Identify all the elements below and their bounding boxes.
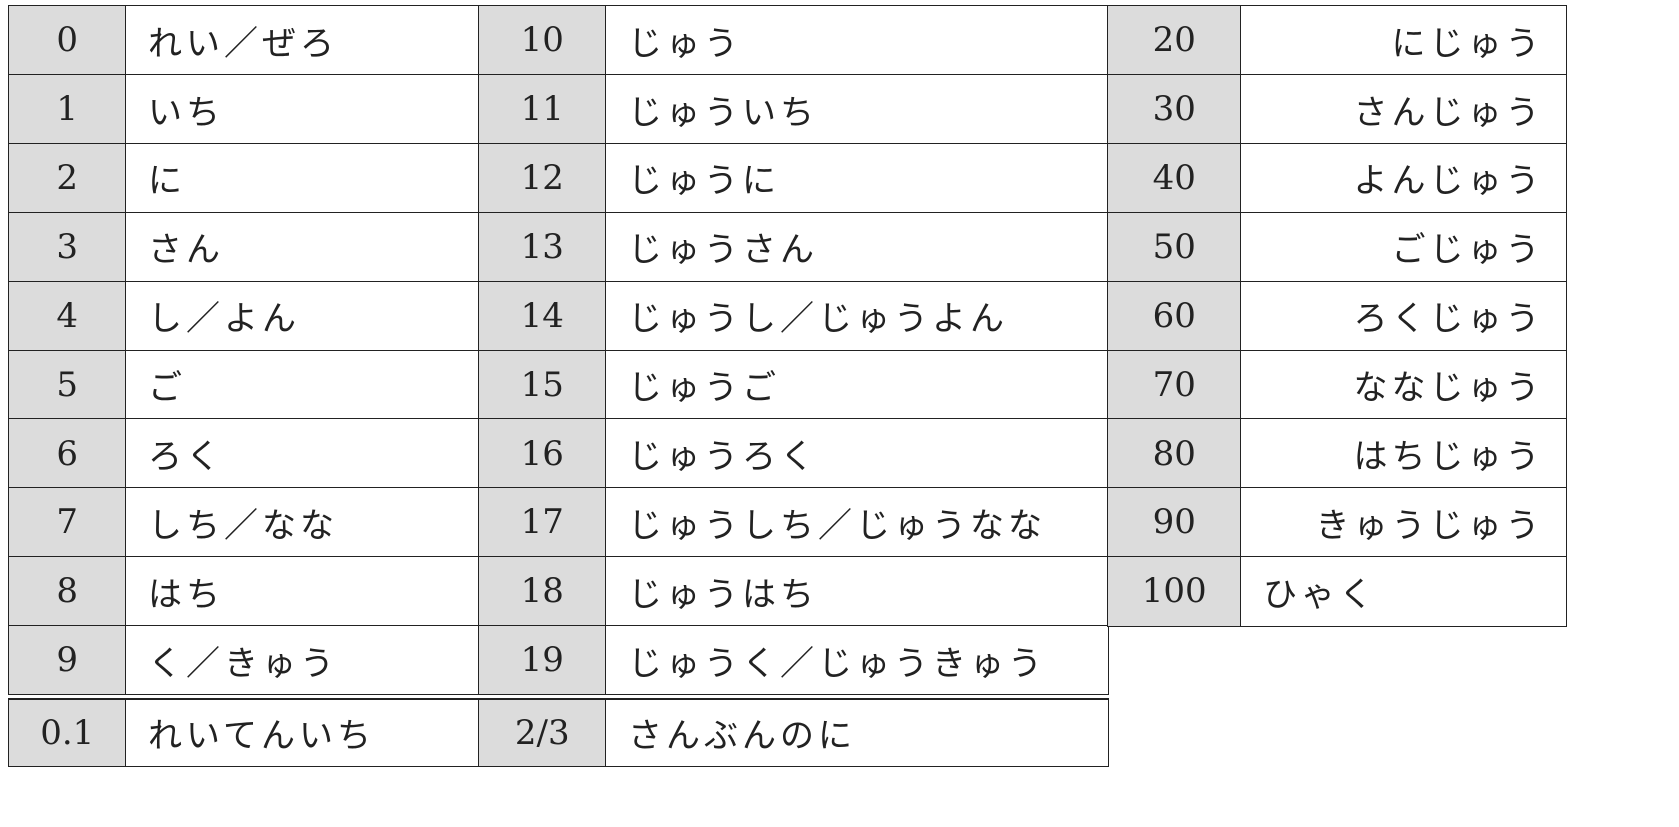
reading-cell: ご (125, 349, 480, 420)
number-cell: 2/3 (478, 699, 607, 767)
reading-cell: ろくじゅう (1240, 280, 1567, 351)
reading-cell: く／きゅう (125, 625, 480, 696)
number-cell: 18 (478, 556, 607, 627)
reading-cell: じゅうし／じゅうよん (605, 280, 1109, 351)
reading-cell: さんじゅう (1240, 73, 1567, 145)
number-cell: 4 (8, 280, 127, 351)
reading-cell: しち／なな (125, 487, 480, 558)
reading-cell: じゅうご (605, 349, 1109, 420)
reading-cell: じゅうしち／じゅうなな (605, 487, 1109, 558)
reading-cell: はちじゅう (1240, 418, 1567, 489)
reading-cell: さん (125, 211, 480, 283)
double-rule (8, 694, 480, 699)
number-cell: 16 (478, 418, 607, 489)
reading-cell: にじゅう (1240, 5, 1567, 76)
number-cell: 90 (1107, 487, 1242, 558)
number-cell: 40 (1107, 142, 1242, 214)
reading-cell: じゅう (605, 5, 1109, 76)
number-cell: 0 (8, 5, 127, 76)
reading-cell: れいてんいち (125, 699, 480, 767)
reading-cell: れい／ぜろ (125, 5, 480, 76)
number-cell: 7 (8, 487, 127, 558)
number-cell: 2 (8, 142, 127, 214)
number-cell: 11 (478, 73, 607, 145)
number-cell: 8 (8, 556, 127, 627)
number-cell: 0.1 (8, 699, 127, 767)
number-cell: 60 (1107, 280, 1242, 351)
reading-cell: いち (125, 73, 480, 145)
reading-cell: じゅうに (605, 142, 1109, 214)
number-cell: 15 (478, 349, 607, 420)
number-cell: 12 (478, 142, 607, 214)
reading-cell: ろく (125, 418, 480, 489)
reading-cell: じゅうはち (605, 556, 1109, 627)
number-cell: 30 (1107, 73, 1242, 145)
number-cell: 10 (478, 5, 607, 76)
number-cell: 1 (8, 73, 127, 145)
number-cell: 13 (478, 211, 607, 283)
double-rule (478, 694, 1109, 699)
reading-cell: ななじゅう (1240, 349, 1567, 420)
reading-cell: さんぶんのに (605, 699, 1109, 767)
number-cell: 5 (8, 349, 127, 420)
number-cell: 14 (478, 280, 607, 351)
reading-cell: じゅうさん (605, 211, 1109, 283)
reading-cell: じゅうろく (605, 418, 1109, 489)
reading-cell: はち (125, 556, 480, 627)
reading-cell: ひゃく (1240, 556, 1567, 627)
number-cell: 6 (8, 418, 127, 489)
reading-cell: し／よん (125, 280, 480, 351)
number-cell: 70 (1107, 349, 1242, 420)
number-cell: 9 (8, 625, 127, 696)
number-cell: 20 (1107, 5, 1242, 76)
reading-cell: じゅうく／じゅうきゅう (605, 625, 1109, 696)
number-cell: 50 (1107, 211, 1242, 283)
reading-cell: に (125, 142, 480, 214)
number-cell: 3 (8, 211, 127, 283)
number-cell: 17 (478, 487, 607, 558)
reading-cell: じゅういち (605, 73, 1109, 145)
number-cell: 100 (1107, 556, 1242, 627)
number-cell: 80 (1107, 418, 1242, 489)
reading-cell: よんじゅう (1240, 142, 1567, 214)
reading-cell: ごじゅう (1240, 211, 1567, 283)
number-cell: 19 (478, 625, 607, 696)
reading-cell: きゅうじゅう (1240, 487, 1567, 558)
